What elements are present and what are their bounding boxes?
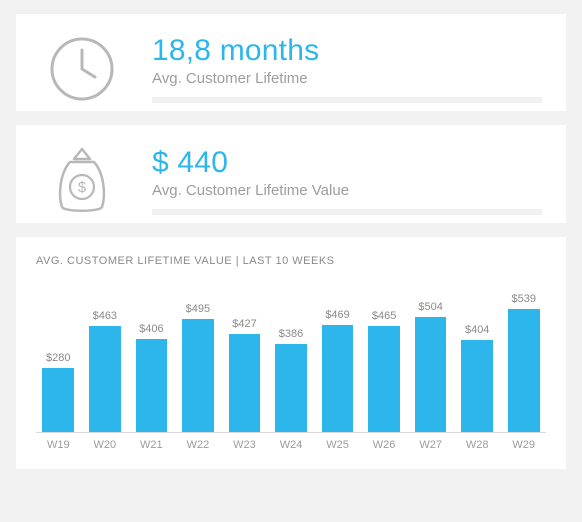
bar-col: $463 bbox=[85, 310, 126, 432]
bar-category-label: W29 bbox=[503, 439, 544, 451]
underline-track bbox=[152, 209, 542, 215]
labels-row: W19 W20 W21 W22 W23 W24 W25 W26 W27 W28 W29 bbox=[36, 433, 546, 451]
bar-category-label: W20 bbox=[85, 439, 126, 451]
bar-col: $465 bbox=[364, 310, 405, 432]
bar-value-label: $469 bbox=[325, 309, 349, 321]
bar-category-label: W24 bbox=[271, 439, 312, 451]
bar-col: $406 bbox=[131, 323, 172, 432]
chart-title: AVG. CUSTOMER LIFETIME VALUE | LAST 10 W… bbox=[36, 255, 546, 267]
bar bbox=[368, 326, 400, 432]
bar bbox=[508, 309, 540, 432]
lifetime-label: Avg. Customer Lifetime bbox=[152, 70, 542, 87]
bar-category-label: W28 bbox=[457, 439, 498, 451]
bar-value-label: $539 bbox=[512, 293, 536, 305]
bar bbox=[89, 326, 121, 432]
bar-category-label: W25 bbox=[317, 439, 358, 451]
bar-value-label: $406 bbox=[139, 323, 163, 335]
bar-value-label: $386 bbox=[279, 328, 303, 340]
bar bbox=[136, 339, 168, 432]
bar bbox=[182, 319, 214, 432]
bar bbox=[275, 344, 307, 432]
bar-value-label: $427 bbox=[232, 318, 256, 330]
bars-area: $280 $463 $406 $495 $427 $386 $469 $465 $504 $404… bbox=[36, 283, 546, 433]
bar-col: $504 bbox=[410, 301, 451, 432]
clv-label: Avg. Customer Lifetime Value bbox=[152, 182, 542, 199]
bar-value-label: $280 bbox=[46, 352, 70, 364]
bar-category-label: W26 bbox=[364, 439, 405, 451]
bar-value-label: $463 bbox=[93, 310, 117, 322]
bar-value-label: $465 bbox=[372, 310, 396, 322]
bar-category-label: W23 bbox=[224, 439, 265, 451]
bar bbox=[461, 340, 493, 432]
money-bag-icon: $ bbox=[40, 145, 124, 215]
clock-icon bbox=[40, 36, 124, 102]
bar-category-label: W19 bbox=[38, 439, 79, 451]
bar-col: $404 bbox=[457, 324, 498, 432]
bar-col: $469 bbox=[317, 309, 358, 432]
bar bbox=[42, 368, 74, 432]
bar-category-label: W22 bbox=[178, 439, 219, 451]
bar-col: $386 bbox=[271, 328, 312, 432]
bar-col: $427 bbox=[224, 318, 265, 432]
bar-col: $280 bbox=[38, 352, 79, 432]
bar-value-label: $495 bbox=[186, 303, 210, 315]
bar-category-label: W21 bbox=[131, 439, 172, 451]
underline-track bbox=[152, 97, 542, 103]
lifetime-value: 18,8 months bbox=[152, 34, 542, 68]
bar bbox=[415, 317, 447, 432]
value-card: $ $ 440 Avg. Customer Lifetime Value bbox=[16, 125, 566, 223]
bar-value-label: $504 bbox=[418, 301, 442, 313]
bar-category-label: W27 bbox=[410, 439, 451, 451]
bar bbox=[322, 325, 354, 432]
bar bbox=[229, 334, 261, 432]
lifetime-card: 18,8 months Avg. Customer Lifetime bbox=[16, 14, 566, 111]
clv-value: $ 440 bbox=[152, 146, 542, 180]
chart-card: AVG. CUSTOMER LIFETIME VALUE | LAST 10 W… bbox=[16, 237, 566, 469]
bar-value-label: $404 bbox=[465, 324, 489, 336]
bar-col: $495 bbox=[178, 303, 219, 432]
bar-col: $539 bbox=[503, 293, 544, 432]
svg-text:$: $ bbox=[78, 179, 87, 196]
